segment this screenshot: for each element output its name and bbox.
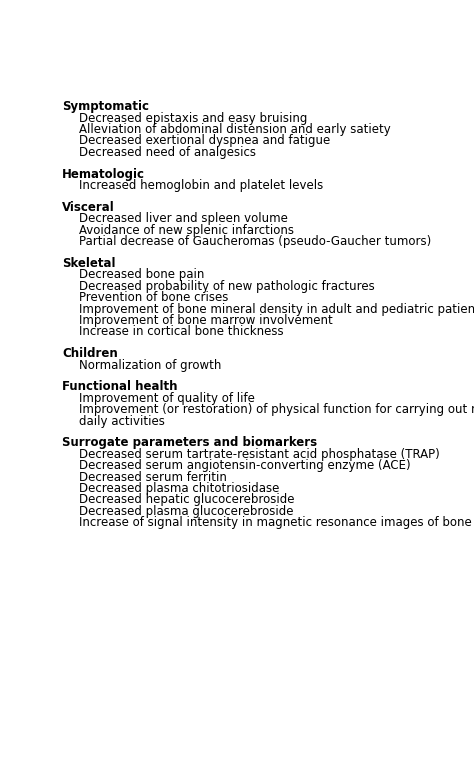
Text: Prevention of bone crises: Prevention of bone crises bbox=[80, 291, 229, 304]
Text: Decreased epistaxis and easy bruising: Decreased epistaxis and easy bruising bbox=[80, 111, 308, 124]
Text: Hematologic: Hematologic bbox=[62, 168, 145, 180]
Text: Decreased probability of new pathologic fractures: Decreased probability of new pathologic … bbox=[80, 280, 375, 293]
Text: Decreased hepatic glucocerebroside: Decreased hepatic glucocerebroside bbox=[80, 493, 295, 506]
Text: Functional health: Functional health bbox=[62, 381, 178, 393]
Text: Improvement of quality of life: Improvement of quality of life bbox=[80, 392, 255, 405]
Text: Decreased need of analgesics: Decreased need of analgesics bbox=[80, 146, 256, 159]
Text: Decreased plasma chitotriosidase: Decreased plasma chitotriosidase bbox=[80, 482, 280, 495]
Text: Symptomatic: Symptomatic bbox=[62, 100, 149, 113]
Text: Skeletal: Skeletal bbox=[62, 257, 116, 270]
Text: Decreased exertional dyspnea and fatigue: Decreased exertional dyspnea and fatigue bbox=[80, 134, 331, 148]
Text: Decreased serum tartrate-resistant acid phosphatase (TRAP): Decreased serum tartrate-resistant acid … bbox=[80, 448, 440, 461]
Text: Decreased plasma glucocerebroside: Decreased plasma glucocerebroside bbox=[80, 505, 294, 518]
Text: Children: Children bbox=[62, 347, 118, 360]
Text: Normalization of growth: Normalization of growth bbox=[80, 359, 222, 371]
Text: Surrogate parameters and biomarkers: Surrogate parameters and biomarkers bbox=[62, 437, 317, 449]
Text: Partial decrease of Gaucheromas (pseudo-Gaucher tumors): Partial decrease of Gaucheromas (pseudo-… bbox=[80, 235, 432, 248]
Text: Decreased bone pain: Decreased bone pain bbox=[80, 268, 205, 281]
Text: Alleviation of abdominal distension and early satiety: Alleviation of abdominal distension and … bbox=[80, 123, 391, 136]
Text: Avoidance of new splenic infarctions: Avoidance of new splenic infarctions bbox=[80, 224, 294, 236]
Text: Decreased serum ferritin: Decreased serum ferritin bbox=[80, 471, 228, 484]
Text: Visceral: Visceral bbox=[62, 201, 115, 214]
Text: Increase in cortical bone thickness: Increase in cortical bone thickness bbox=[80, 325, 284, 338]
Text: Decreased serum angiotensin-converting enzyme (ACE): Decreased serum angiotensin-converting e… bbox=[80, 459, 411, 472]
Text: Improvement of bone mineral density in adult and pediatric patients: Improvement of bone mineral density in a… bbox=[80, 302, 474, 315]
Text: Decreased liver and spleen volume: Decreased liver and spleen volume bbox=[80, 212, 288, 225]
Text: Increased hemoglobin and platelet levels: Increased hemoglobin and platelet levels bbox=[80, 179, 324, 192]
Text: Increase of signal intensity in magnetic resonance images of bone marrow: Increase of signal intensity in magnetic… bbox=[80, 516, 474, 529]
Text: Improvement of bone marrow involvement: Improvement of bone marrow involvement bbox=[80, 314, 333, 327]
Text: daily activities: daily activities bbox=[80, 415, 165, 428]
Text: Improvement (or restoration) of physical function for carrying out normal: Improvement (or restoration) of physical… bbox=[80, 403, 474, 416]
